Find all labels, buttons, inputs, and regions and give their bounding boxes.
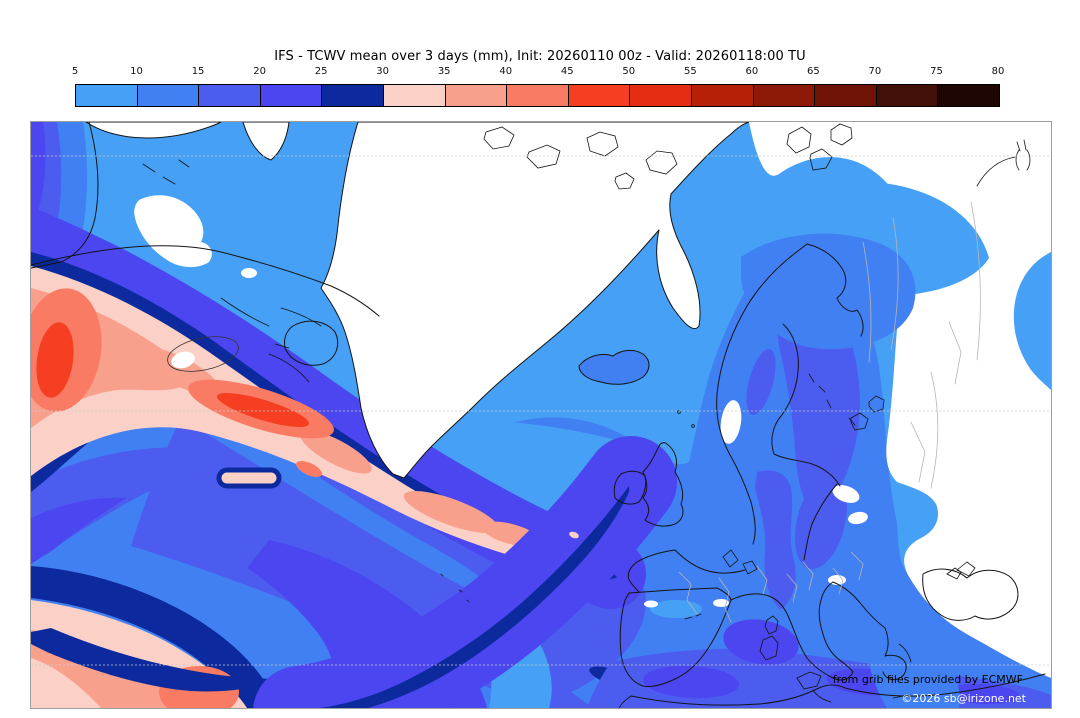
colorbar-tick-60: 60	[745, 66, 759, 77]
greenland-region	[320, 122, 750, 479]
colorbar-tick-70: 70	[868, 66, 882, 77]
colorbar-segment-30-35	[382, 85, 445, 106]
map-canvas: from grib files provided by ECMWF ©2026 …	[30, 121, 1052, 709]
colorbar-tick-50: 50	[622, 66, 636, 77]
colorbar-segment-35-40	[444, 85, 507, 106]
iceland	[578, 349, 650, 385]
colorbar-segment-45-50	[567, 85, 630, 106]
colorbar-segment-40-45	[506, 85, 568, 106]
colorbar-tick-10: 10	[130, 66, 143, 77]
colorbar-segment-5-10	[76, 85, 137, 106]
colorbar-segment-65-70	[814, 85, 876, 106]
colorbar-segment-25-30	[321, 85, 383, 106]
contour-fills	[31, 122, 1051, 708]
ireland	[613, 470, 647, 505]
colorbar-segment-70-75	[875, 85, 938, 106]
colorbar-tick-5: 5	[71, 66, 79, 77]
credits: from grib files provided by ECMWF ©2026 …	[833, 673, 1027, 705]
country-borders	[678, 201, 981, 623]
colorbar-tick-40: 40	[499, 66, 513, 77]
colorbar-tick-20: 20	[253, 66, 266, 77]
colorbar-segment-20-25	[259, 85, 322, 106]
colorbar-tick-55: 55	[683, 66, 697, 77]
colorbar-tick-25: 25	[314, 66, 328, 77]
graticule	[31, 155, 1051, 666]
coastlines	[31, 122, 1046, 708]
colorbar-segment-50-55	[629, 85, 691, 106]
colorbar	[75, 84, 1000, 107]
below-threshold-regions	[85, 122, 1051, 708]
colorbar-segment-60-65	[752, 85, 815, 106]
colorbar-segment-75-80	[937, 85, 999, 106]
colorbar-segment-55-60	[690, 85, 753, 106]
colorbar-segment-10-15	[136, 85, 199, 106]
colorbar-segment-15-20	[198, 85, 260, 106]
colorbar-tick-35: 35	[437, 66, 451, 77]
credit-copyright: ©2026 sb@irizone.net	[901, 692, 1026, 705]
credit-provider: from grib files provided by ECMWF	[833, 673, 1023, 686]
colorbar-tick-45: 45	[560, 66, 574, 77]
colorbar-ticks: 5 10 15 20 25 30 35 40 45 50 55 60 65 70 75 80	[71, 66, 1005, 80]
tcwv-map: from grib files provided by ECMWF ©2026 …	[31, 122, 1051, 708]
britain	[642, 442, 684, 527]
colorbar-tick-30: 30	[376, 66, 390, 77]
colorbar-tick-65: 65	[807, 66, 820, 77]
colorbar-tick-75: 75	[930, 66, 943, 77]
chart-title: IFS - TCWV mean over 3 days (mm), Init: …	[274, 49, 806, 64]
colorbar-tick-15: 15	[191, 66, 205, 77]
black-sea	[922, 568, 1019, 621]
colorbar-tick-80: 80	[991, 66, 1005, 77]
